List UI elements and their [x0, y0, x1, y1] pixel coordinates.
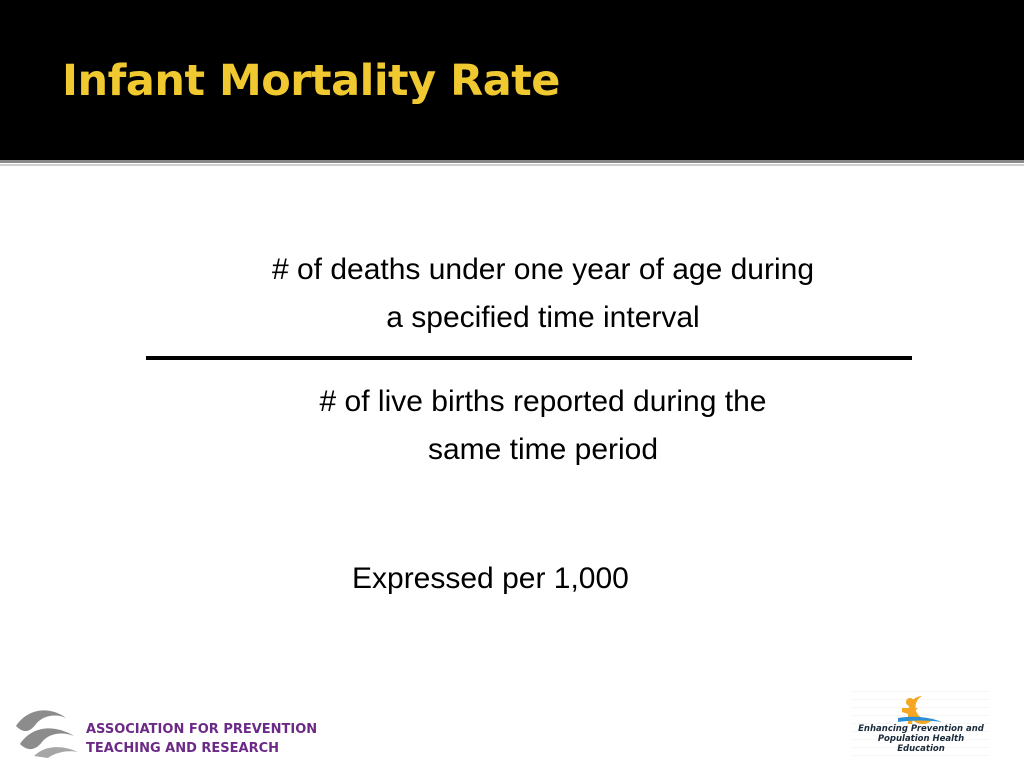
- wave-logo-icon: [16, 710, 78, 758]
- aptr-name-line-1: ASSOCIATION FOR PREVENTION: [86, 722, 318, 737]
- partner-tagline: Enhancing Prevention and Population Heal…: [854, 724, 988, 754]
- numerator-line-2: a specified time interval: [386, 301, 700, 334]
- numerator-line-1: # of deaths under one year of age during: [271, 253, 815, 286]
- partner-logo: Enhancing Prevention and Population Heal…: [852, 690, 990, 756]
- slide-title: Infant Mortality Rate: [62, 56, 560, 106]
- partner-tagline-line-1: Enhancing Prevention and: [858, 724, 984, 734]
- denominator-line-1: # of live births reported during the: [319, 385, 767, 418]
- partner-tagline-line-2: Population Health Education: [877, 734, 965, 754]
- rate-unit-note: Expressed per 1,000: [352, 562, 629, 595]
- formula-denominator: # of live births reported during the sam…: [166, 378, 920, 474]
- title-underline-light: [0, 164, 1024, 166]
- title-underline: [0, 160, 1024, 163]
- aptr-logo: ASSOCIATION FOR PREVENTION TEACHING AND …: [14, 704, 354, 760]
- aptr-name-line-2: TEACHING AND RESEARCH: [86, 741, 280, 756]
- denominator-line-2: same time period: [427, 433, 659, 466]
- title-bar: Infant Mortality Rate: [0, 0, 1024, 166]
- aptr-name: ASSOCIATION FOR PREVENTION TEACHING AND …: [86, 720, 317, 758]
- formula-numerator: # of deaths under one year of age during…: [166, 246, 920, 342]
- figure-sun-logo-icon: [898, 696, 942, 724]
- rate-formula: # of deaths under one year of age during…: [140, 246, 920, 474]
- fraction-bar: [146, 356, 912, 360]
